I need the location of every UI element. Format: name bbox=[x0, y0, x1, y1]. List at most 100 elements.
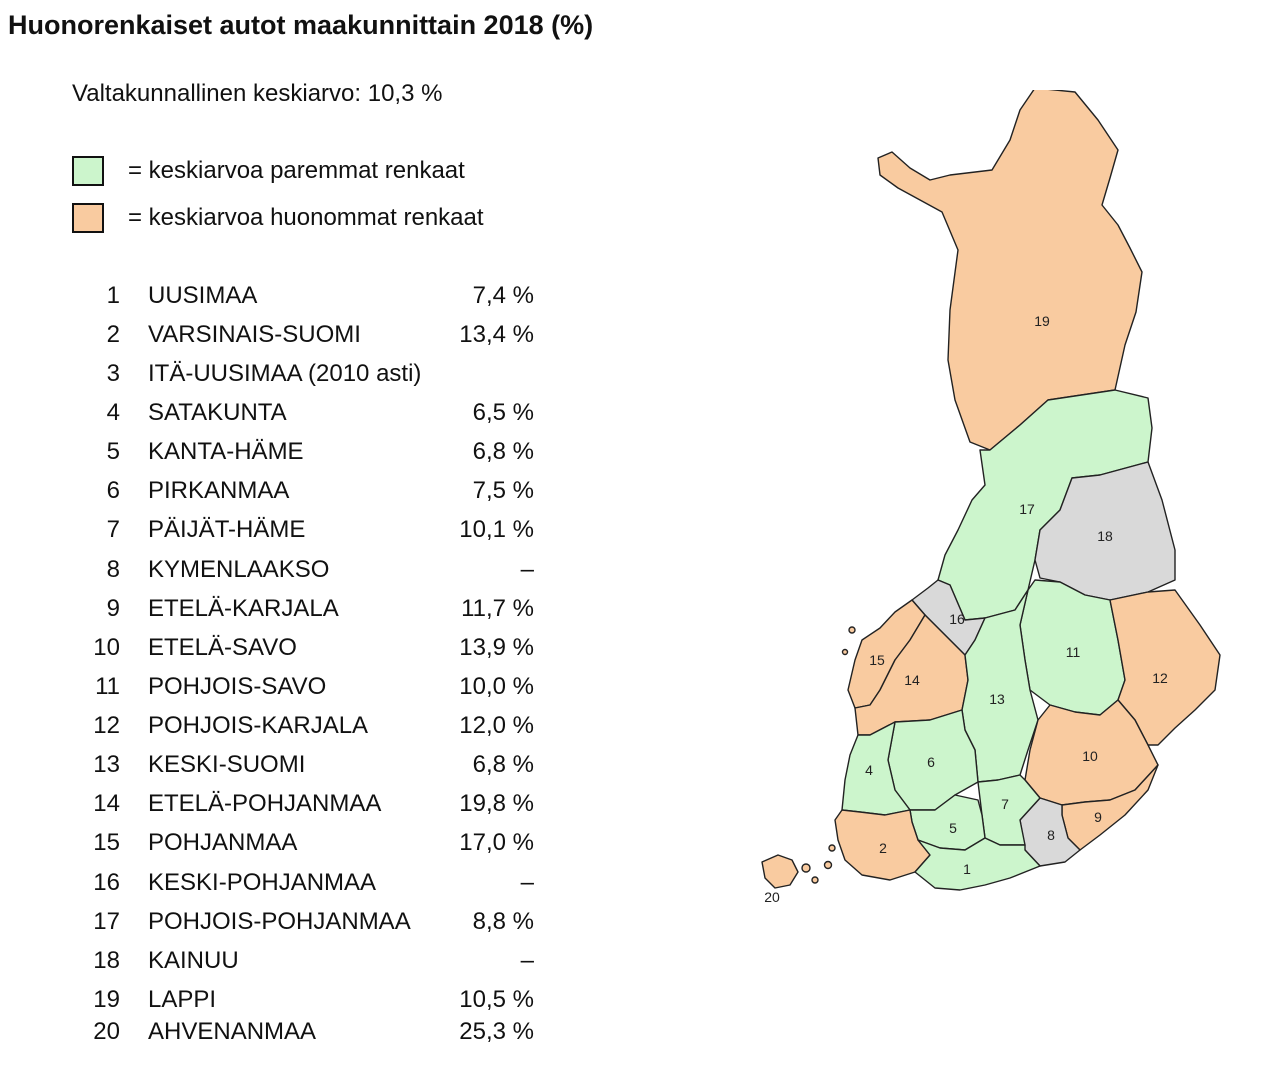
map-label-13: 13 bbox=[989, 691, 1005, 707]
region-row: 3 ITÄ-UUSIMAA (2010 asti) bbox=[82, 360, 542, 392]
map-label-5: 5 bbox=[949, 820, 957, 836]
region-row: 9 ETELÄ-KARJALA 11,7 % bbox=[82, 595, 542, 627]
region-name: ETELÄ-POHJANMAA bbox=[148, 790, 382, 817]
region-number: 8 bbox=[106, 556, 120, 583]
region-row: 4 SATAKUNTA 6,5 % bbox=[82, 399, 542, 431]
legend-label-better: = keskiarvoa paremmat renkaat bbox=[128, 157, 465, 184]
map-region-12 bbox=[1109, 589, 1221, 746]
region-name: POHJOIS-POHJANMAA bbox=[148, 908, 411, 935]
national-average: Valtakunnallinen keskiarvo: 10,3 % bbox=[72, 80, 443, 107]
region-row: 17 POHJOIS-POHJANMAA 8,8 % bbox=[82, 908, 542, 940]
map-label-15: 15 bbox=[869, 652, 885, 668]
region-name: KESKI-POHJANMAA bbox=[148, 869, 377, 896]
region-number: 20 bbox=[93, 1018, 120, 1045]
region-number: 16 bbox=[93, 869, 120, 896]
region-value: – bbox=[520, 869, 534, 896]
region-row: 6 PIRKANMAA 7,5 % bbox=[82, 477, 542, 509]
region-value: – bbox=[520, 556, 534, 583]
region-value: 10,0 % bbox=[459, 673, 534, 700]
map-label-8: 8 bbox=[1047, 827, 1055, 843]
region-value: 19,8 % bbox=[459, 790, 534, 817]
region-number: 12 bbox=[93, 712, 120, 739]
region-name: POHJOIS-KARJALA bbox=[148, 712, 369, 739]
region-name: KAINUU bbox=[148, 947, 239, 974]
region-name: PIRKANMAA bbox=[148, 477, 290, 504]
region-value: 8,8 % bbox=[472, 908, 534, 935]
region-name: KANTA-HÄME bbox=[148, 438, 304, 465]
region-row: 18 KAINUU – bbox=[82, 947, 542, 979]
region-name: UUSIMAA bbox=[148, 282, 258, 309]
finland-map: 19 17 18 16 15 14 11 12 13 10 4 6 7 9 5 … bbox=[761, 90, 1221, 905]
region-number: 9 bbox=[106, 595, 120, 622]
region-value: 6,8 % bbox=[472, 751, 534, 778]
region-name: ITÄ-UUSIMAA (2010 asti) bbox=[148, 360, 422, 387]
region-row: 19 LAPPI 10,5 % bbox=[82, 986, 542, 1018]
region-number: 11 bbox=[95, 673, 120, 700]
page-title: Huonorenkaiset autot maakunnittain 2018 … bbox=[8, 10, 594, 40]
region-name: KESKI-SUOMI bbox=[148, 751, 306, 778]
region-number: 14 bbox=[93, 790, 120, 817]
region-row: 12 POHJOIS-KARJALA 12,0 % bbox=[82, 712, 542, 744]
region-row: 13 KESKI-SUOMI 6,8 % bbox=[82, 751, 542, 783]
region-name: PÄIJÄT-HÄME bbox=[148, 516, 306, 543]
region-row: 10 ETELÄ-SAVO 13,9 % bbox=[82, 634, 542, 666]
map-label-2: 2 bbox=[879, 840, 887, 856]
region-number: 7 bbox=[106, 516, 120, 543]
region-number: 10 bbox=[93, 634, 120, 661]
region-number: 18 bbox=[93, 947, 120, 974]
region-number: 13 bbox=[93, 751, 120, 778]
map-label-4: 4 bbox=[865, 762, 873, 778]
map-label-12: 12 bbox=[1152, 670, 1168, 686]
map-region-2-islet bbox=[828, 844, 836, 852]
region-number: 6 bbox=[106, 477, 120, 504]
region-name: SATAKUNTA bbox=[148, 399, 287, 426]
region-value: 7,4 % bbox=[472, 282, 534, 309]
region-number: 1 bbox=[106, 282, 120, 309]
region-name: ETELÄ-KARJALA bbox=[148, 595, 339, 622]
map-label-6: 6 bbox=[927, 754, 935, 770]
map-label-19: 19 bbox=[1034, 313, 1050, 329]
region-row: 14 ETELÄ-POHJANMAA 19,8 % bbox=[82, 790, 542, 822]
region-name: ETELÄ-SAVO bbox=[148, 634, 297, 661]
map-label-20: 20 bbox=[764, 889, 780, 905]
region-name: KYMENLAAKSO bbox=[148, 556, 330, 583]
region-row: 16 KESKI-POHJANMAA – bbox=[82, 869, 542, 901]
region-name: VARSINAIS-SUOMI bbox=[148, 321, 361, 348]
region-value: 6,5 % bbox=[472, 399, 534, 426]
map-region-20-islet bbox=[801, 863, 811, 873]
map-region-1 bbox=[914, 837, 1041, 891]
region-value: – bbox=[520, 947, 534, 974]
region-number: 5 bbox=[106, 438, 120, 465]
region-value: 6,8 % bbox=[472, 438, 534, 465]
region-number: 4 bbox=[106, 399, 120, 426]
region-value: 10,1 % bbox=[459, 516, 534, 543]
region-value: 10,5 % bbox=[459, 986, 534, 1013]
map-region-20 bbox=[761, 854, 799, 889]
region-number: 19 bbox=[93, 986, 120, 1013]
region-row: 7 PÄIJÄT-HÄME 10,1 % bbox=[82, 516, 542, 548]
region-value: 17,0 % bbox=[459, 829, 534, 856]
region-name: AHVENANMAA bbox=[148, 1018, 317, 1045]
map-label-1: 1 bbox=[963, 861, 971, 877]
legend-item-worse: = keskiarvoa huonommat renkaat bbox=[72, 203, 484, 233]
legend-swatch-worse bbox=[72, 203, 104, 233]
map-label-17: 17 bbox=[1019, 501, 1035, 517]
region-row: 11 POHJOIS-SAVO 10,0 % bbox=[82, 673, 542, 705]
region-number: 15 bbox=[93, 829, 120, 856]
region-row: 15 POHJANMAA 17,0 % bbox=[82, 829, 542, 861]
region-name: POHJANMAA bbox=[148, 829, 298, 856]
region-number: 2 bbox=[106, 321, 120, 348]
region-row: 5 KANTA-HÄME 6,8 % bbox=[82, 438, 542, 470]
map-label-11: 11 bbox=[1066, 644, 1081, 660]
map-label-14: 14 bbox=[904, 672, 920, 688]
region-number: 17 bbox=[93, 908, 120, 935]
region-number: 3 bbox=[106, 360, 120, 387]
region-row: 20 AHVENANMAA 25,3 % bbox=[82, 1018, 542, 1050]
region-value: 25,3 % bbox=[459, 1018, 534, 1045]
region-name: POHJOIS-SAVO bbox=[148, 673, 327, 700]
map-label-9: 9 bbox=[1094, 809, 1102, 825]
map-label-7: 7 bbox=[1001, 796, 1009, 812]
region-value: 11,7 % bbox=[461, 595, 534, 622]
map-region-15-islet bbox=[848, 626, 856, 634]
legend-swatch-better bbox=[72, 156, 104, 186]
